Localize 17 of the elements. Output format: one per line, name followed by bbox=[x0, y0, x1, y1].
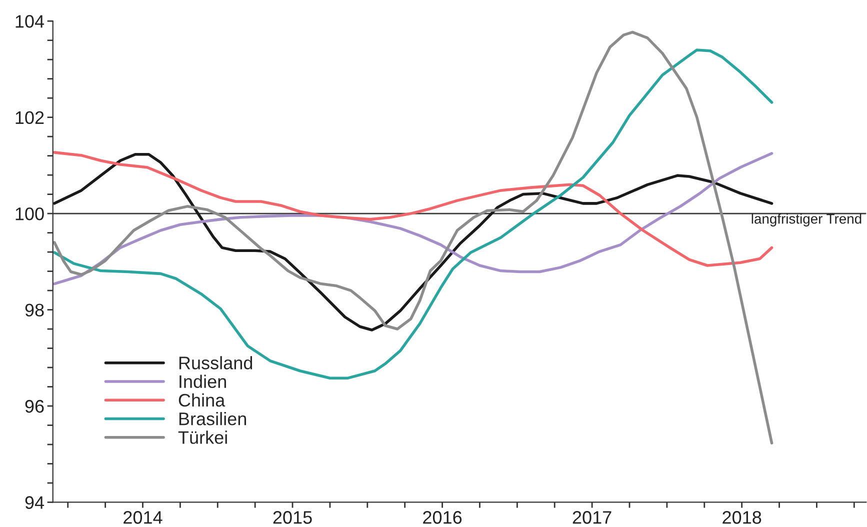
x-tick-label: 2018 bbox=[722, 511, 762, 524]
legend-label: Türkei bbox=[178, 430, 227, 444]
y-tick-label: 102 bbox=[16, 111, 44, 124]
y-tick-label: 104 bbox=[16, 15, 44, 28]
y-tick-label: 100 bbox=[16, 207, 44, 220]
x-tick-label: 2016 bbox=[423, 511, 462, 524]
y-tick-label: 98 bbox=[25, 304, 44, 316]
y-tick-label: 94 bbox=[25, 496, 44, 509]
ref-line-label: langfristiger Trend bbox=[752, 214, 862, 226]
legend-label: Russland bbox=[179, 356, 252, 370]
legend-label: China bbox=[178, 393, 226, 407]
x-tick-label: 2014 bbox=[124, 511, 162, 524]
x-tick-label: 2017 bbox=[572, 511, 612, 524]
legend-label: Brasilien bbox=[179, 412, 246, 426]
y-tick-label: 96 bbox=[25, 400, 44, 413]
x-tick-label: 2015 bbox=[273, 511, 312, 524]
legend-label: Indien bbox=[180, 374, 226, 388]
